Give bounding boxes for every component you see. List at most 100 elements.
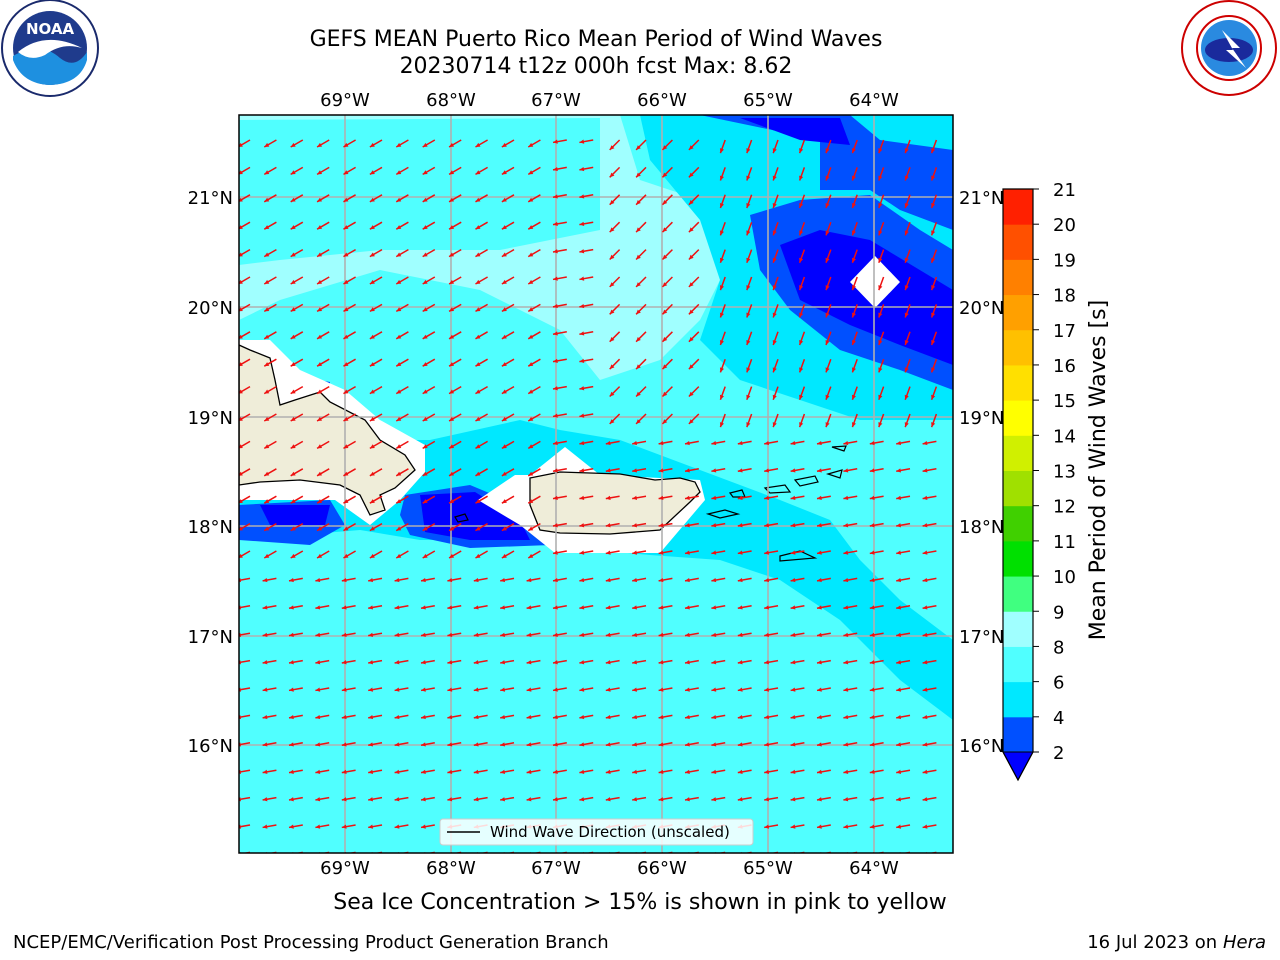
wind-wave-arrowhead (579, 632, 585, 637)
wind-wave-arrowhead (825, 175, 830, 181)
wind-wave-arrowhead (931, 339, 936, 345)
wind-wave-arrowhead (636, 282, 641, 287)
wind-wave-arrowhead (421, 824, 426, 829)
wind-wave-arrowhead (685, 605, 690, 610)
colorbar-segment (1003, 470, 1033, 507)
wind-wave-arrowhead (369, 471, 375, 476)
wind-wave-arrowhead (609, 391, 615, 397)
wind-wave-arrowhead (817, 824, 822, 829)
wind-wave-arrowhead (528, 471, 534, 476)
wind-wave-arrowhead (396, 225, 402, 230)
wind-wave-arrowhead (501, 142, 507, 147)
chart-title: GEFS MEAN Puerto Rico Mean Period of Win… (309, 27, 883, 52)
wind-wave-arrowhead (317, 252, 323, 257)
wind-wave-arrowhead (896, 550, 902, 555)
wind-wave-arrowhead (368, 632, 374, 637)
wind-wave-arrowhead (526, 660, 532, 665)
wind-wave-arrowhead (264, 389, 270, 394)
wind-wave-arrowhead (500, 687, 506, 692)
wind-wave-arrowhead (658, 687, 664, 692)
wind-wave-arrowhead (421, 605, 426, 610)
wind-wave-arrowhead (764, 797, 770, 802)
lat-tick-right: 17°N (959, 627, 1004, 648)
wind-wave-arrowhead (501, 389, 507, 394)
wind-wave-arrowhead (501, 279, 507, 284)
wind-wave-arrowhead (843, 495, 849, 500)
wind-wave-arrowhead (878, 312, 883, 318)
wind-wave-arrowhead (843, 769, 849, 774)
colorbar-segment (1003, 611, 1033, 647)
wind-wave-arrowhead (764, 742, 770, 747)
wind-wave-arrowhead (501, 553, 507, 558)
wind-wave-arrowhead (421, 714, 426, 720)
colorbar-segment (1003, 646, 1033, 683)
wind-wave-arrowhead (264, 526, 270, 531)
wind-wave-arrowhead (449, 526, 455, 531)
wind-wave-arrowhead (579, 468, 585, 473)
wind-wave-arrowhead (605, 632, 611, 637)
wind-wave-arrowhead (790, 495, 796, 500)
lat-tick-left: 16°N (188, 736, 233, 757)
wind-wave-arrowhead (790, 577, 796, 583)
colorbar-segment (1003, 576, 1033, 612)
wind-wave-arrowhead (869, 769, 875, 774)
wind-wave-arrowhead (685, 632, 690, 637)
wind-wave-arrowhead (369, 334, 375, 339)
wind-wave-arrowhead (239, 307, 243, 312)
wind-wave-arrowhead (605, 495, 611, 500)
wind-wave-arrowhead (396, 170, 402, 175)
lon-ticks-bottom: 69°W 68°W 67°W 66°W 65°W 64°W (320, 858, 899, 879)
wind-wave-arrowhead (449, 499, 455, 504)
wind-wave-arrowhead (719, 312, 724, 318)
wind-wave-arrowhead (719, 339, 724, 345)
wind-wave-arrowhead (264, 142, 270, 147)
wind-wave-arrowhead (343, 553, 349, 558)
wind-wave-arrowhead (500, 605, 506, 610)
wind-wave-arrowhead (711, 468, 717, 473)
wind-wave-arrowhead (239, 471, 243, 476)
wind-wave-arrowhead (501, 471, 507, 476)
wind-wave-arrowhead (764, 440, 770, 446)
lon-tick-bottom: 64°W (849, 858, 899, 879)
wind-wave-arrowhead (896, 714, 902, 720)
wind-wave-arrowhead (878, 202, 883, 208)
wind-wave-arrowhead (422, 362, 428, 367)
wind-wave-arrowhead (609, 336, 615, 342)
wind-wave-arrowhead (475, 553, 481, 558)
wind-wave-arrowhead (473, 687, 479, 692)
wind-wave-arrowhead (264, 307, 270, 312)
map-frame (238, 114, 954, 854)
wind-wave-arrowhead (579, 523, 585, 528)
wind-wave-arrowhead (317, 142, 323, 147)
wind-wave-arrowhead (422, 225, 428, 230)
wind-wave-arrowhead (851, 422, 856, 428)
wind-wave-arrowhead (369, 225, 375, 230)
wind-wave-arrowhead (719, 175, 724, 181)
wind-wave-arrowhead (685, 468, 690, 473)
wind-wave-arrowhead (685, 742, 690, 747)
wind-wave-arrowhead (904, 367, 909, 373)
wind-wave-arrowhead (343, 499, 349, 504)
wind-wave-arrowhead (636, 364, 641, 370)
wind-wave-arrowhead (904, 148, 909, 154)
wind-wave-arrowhead (817, 605, 822, 610)
map-plot-area (239, 115, 953, 853)
wind-wave-arrowhead (719, 422, 724, 428)
wind-wave-arrowhead (264, 499, 270, 504)
wind-wave-arrowhead (685, 550, 690, 555)
wind-wave-arrowhead (289, 769, 294, 774)
wind-wave-arrowhead (843, 824, 849, 829)
wind-wave-arrowhead (609, 172, 615, 178)
wind-wave-arrowhead (473, 742, 479, 747)
wind-wave-arrowhead (609, 227, 615, 233)
wind-wave-arrowhead (764, 577, 770, 583)
colorbar-tick-label: 17 (1053, 321, 1076, 342)
wind-wave-arrowhead (922, 769, 928, 774)
wind-wave-arrowhead (817, 632, 822, 637)
wind-wave-arrowhead (369, 444, 375, 449)
wind-wave-arrow (239, 742, 251, 746)
wind-wave-arrowhead (526, 577, 532, 583)
wind-wave-arrowhead (688, 227, 694, 233)
colorbar-segment (1003, 681, 1033, 718)
